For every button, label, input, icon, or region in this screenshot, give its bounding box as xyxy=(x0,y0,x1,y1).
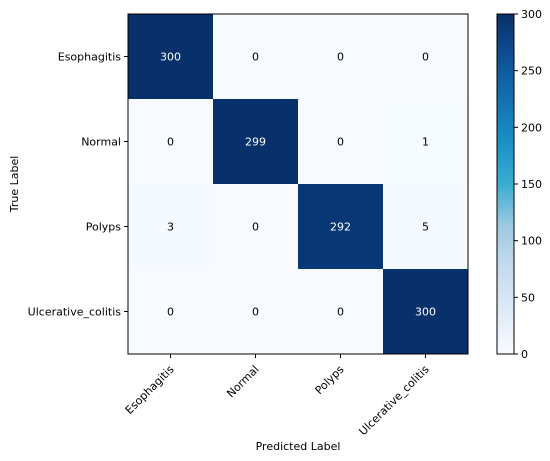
y-axis-ticks: Esophagitis Normal Polyps Ulcerative_coliti… xyxy=(28,51,128,319)
x-tick-label: Normal xyxy=(224,363,261,400)
colorbar-tick-label: 50 xyxy=(521,291,535,304)
cell-value-label: 0 xyxy=(337,306,344,319)
cell-value-label: 1 xyxy=(422,136,429,149)
y-axis-label: True Label xyxy=(8,156,21,214)
y-tick-label: Esophagitis xyxy=(58,51,122,64)
cell-value-label: 0 xyxy=(167,306,174,319)
colorbar-tick-label: 200 xyxy=(521,121,542,134)
cell-value-label: 5 xyxy=(422,221,429,234)
cell-value-label: 0 xyxy=(167,136,174,149)
x-axis-label: Predicted Label xyxy=(256,440,341,453)
x-tick-label: Esophagitis xyxy=(123,363,177,417)
heatmap-cell xyxy=(128,14,214,100)
y-tick-label: Ulcerative_colitis xyxy=(28,306,122,319)
cell-value-label: 299 xyxy=(245,136,266,149)
y-tick-label: Polyps xyxy=(86,221,122,234)
heatmap-cell xyxy=(298,184,384,270)
heatmap-cell xyxy=(298,269,384,355)
colorbar xyxy=(496,13,515,355)
heatmap-cell xyxy=(298,14,384,100)
cell-value-label: 300 xyxy=(415,306,436,319)
heatmap-cell xyxy=(128,184,214,270)
heatmap-cell xyxy=(383,99,469,185)
x-axis-ticks: Esophagitis Normal Polyps Ulcerative_coliti… xyxy=(123,354,432,438)
cell-value-label: 0 xyxy=(252,51,259,64)
y-tick-label: Normal xyxy=(81,136,121,149)
heatmap-cell xyxy=(128,269,214,355)
heatmap-cell xyxy=(213,184,299,270)
heatmap-cell xyxy=(213,99,299,185)
heatmap-cell xyxy=(383,269,469,355)
cell-value-label: 0 xyxy=(252,306,259,319)
colorbar-tick-label: 150 xyxy=(521,178,542,191)
colorbar-tick-label: 0 xyxy=(521,348,528,361)
cell-value-label: 0 xyxy=(252,221,259,234)
heatmap-cells xyxy=(128,14,469,355)
plot-frame xyxy=(127,13,469,355)
colorbar-tick-label: 250 xyxy=(521,65,542,78)
heatmap-cell xyxy=(213,14,299,100)
x-tick-label: Polyps xyxy=(312,363,346,397)
heatmap-cell-labels: 300 0 0 0 0 299 0 1 3 0 292 5 0 0 0 300 xyxy=(160,51,436,319)
cell-value-label: 0 xyxy=(422,51,429,64)
cell-value-label: 0 xyxy=(337,51,344,64)
cell-value-label: 292 xyxy=(330,221,351,234)
heatmap-cell xyxy=(298,99,384,185)
heatmap-cell xyxy=(128,99,214,185)
colorbar-tick-label: 300 xyxy=(521,8,542,21)
colorbar-ticks: 0 50 100 150 200 250 300 xyxy=(514,8,542,361)
cell-value-label: 0 xyxy=(337,136,344,149)
x-tick-label: Ulcerative_colitis xyxy=(356,363,431,438)
cell-value-label: 3 xyxy=(167,221,174,234)
colorbar-tick-label: 100 xyxy=(521,235,542,248)
heatmap-cell xyxy=(213,269,299,355)
heatmap-cell xyxy=(383,184,469,270)
cell-value-label: 300 xyxy=(160,51,181,64)
heatmap-cell xyxy=(383,14,469,100)
